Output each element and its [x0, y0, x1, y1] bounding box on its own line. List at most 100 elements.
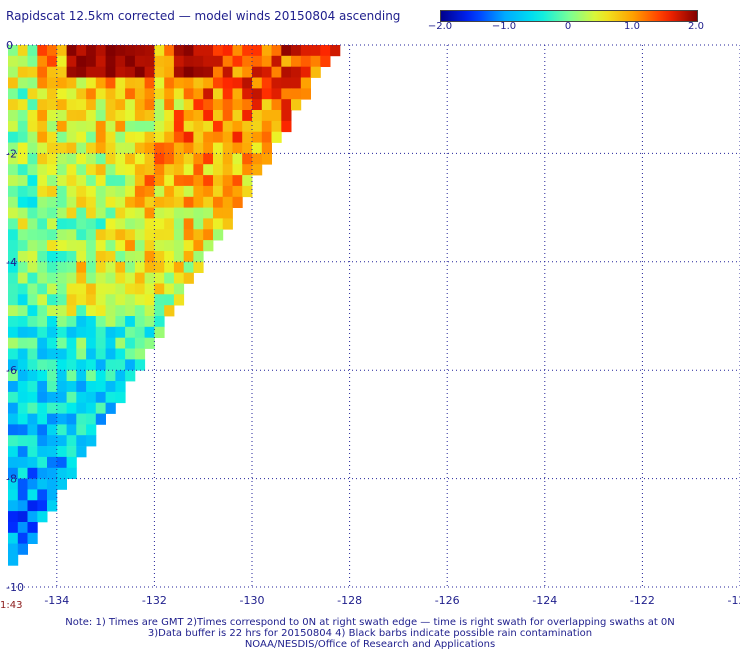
- wind-diff-cell: [144, 175, 155, 187]
- wind-diff-cell: [310, 55, 321, 67]
- wind-diff-cell: [47, 131, 58, 143]
- wind-diff-cell: [144, 142, 155, 154]
- wind-diff-cell: [17, 99, 28, 111]
- wind-diff-cell: [27, 359, 38, 371]
- wind-diff-cell: [183, 153, 194, 165]
- wind-diff-cell: [261, 77, 272, 89]
- wind-diff-cell: [8, 283, 19, 295]
- wind-diff-cell: [95, 337, 106, 349]
- wind-diff-cell: [300, 45, 311, 57]
- wind-diff-cell: [222, 131, 233, 143]
- wind-diff-cell: [56, 359, 67, 371]
- wind-diff-cell: [281, 120, 292, 133]
- wind-diff-cell: [37, 261, 48, 273]
- wind-diff-cell: [86, 337, 97, 349]
- wind-diff-cell: [66, 55, 77, 67]
- wind-diff-cell: [154, 88, 165, 100]
- wind-diff-cell: [115, 218, 126, 230]
- wind-diff-cell: [183, 218, 194, 230]
- colorbar: [440, 10, 698, 22]
- wind-diff-cell: [242, 185, 253, 198]
- wind-diff-cell: [261, 66, 272, 78]
- wind-diff-cell: [115, 153, 126, 165]
- wind-diff-cell: [203, 185, 214, 198]
- wind-diff-cell: [213, 55, 224, 67]
- wind-diff-cell: [8, 326, 19, 338]
- wind-diff-cell: [37, 381, 48, 393]
- wind-diff-cell: [17, 88, 28, 100]
- wind-diff-cell: [27, 261, 38, 273]
- wind-diff-cell: [154, 45, 165, 57]
- wind-diff-cell: [173, 175, 185, 187]
- wind-diff-cell: [86, 207, 97, 219]
- wind-diff-cell: [164, 142, 175, 154]
- wind-diff-cell: [37, 446, 48, 458]
- wind-diff-cell: [76, 240, 87, 252]
- wind-diff-cell: [154, 110, 165, 122]
- wind-diff-cell: [144, 88, 155, 100]
- wind-diff-cell: [242, 88, 253, 100]
- wind-diff-cell: [173, 185, 185, 198]
- wind-diff-cell: [17, 251, 28, 263]
- wind-diff-cell: [37, 77, 48, 89]
- wind-diff-cell: [213, 131, 224, 143]
- wind-diff-cell: [66, 283, 77, 295]
- wind-diff-cell: [95, 88, 106, 100]
- wind-diff-cell: [242, 66, 253, 78]
- wind-diff-cell: [105, 294, 116, 306]
- wind-diff-cell: [76, 77, 87, 89]
- wind-diff-cell: [8, 305, 19, 317]
- wind-diff-cell: [86, 185, 97, 198]
- wind-diff-cell: [8, 153, 19, 165]
- wind-diff-cell: [8, 511, 19, 523]
- wind-diff-cell: [213, 175, 224, 187]
- wind-diff-cell: [115, 131, 126, 143]
- wind-diff-cell: [37, 435, 48, 447]
- wind-diff-cell: [183, 131, 194, 143]
- wind-diff-cell: [37, 66, 48, 78]
- wind-diff-cell: [47, 120, 58, 133]
- wind-diff-cell: [281, 45, 292, 57]
- wind-diff-cell: [17, 196, 28, 208]
- wind-diff-cell: [105, 153, 116, 165]
- longitude-tick-label: -120: [728, 594, 740, 607]
- wind-diff-cell: [173, 196, 185, 208]
- wind-diff-cell: [134, 55, 146, 67]
- wind-diff-cell: [76, 272, 87, 284]
- wind-diff-cell: [232, 120, 243, 133]
- wind-diff-cell: [95, 348, 106, 360]
- wind-diff-cell: [8, 370, 19, 382]
- wind-diff-cell: [271, 99, 282, 111]
- wind-diff-cell: [76, 359, 87, 371]
- wind-diff-cell: [17, 348, 28, 360]
- wind-diff-cell: [76, 283, 87, 295]
- wind-diff-cell: [86, 316, 97, 328]
- wind-diff-cell: [86, 251, 97, 263]
- wind-diff-cell: [86, 261, 97, 273]
- wind-diff-cell: [37, 251, 48, 263]
- wind-diff-cell: [222, 66, 233, 78]
- wind-diff-cell: [76, 175, 87, 187]
- wind-diff-cell: [76, 45, 87, 57]
- wind-diff-cell: [144, 218, 155, 230]
- wind-diff-cell: [76, 229, 87, 241]
- wind-diff-cell: [27, 218, 38, 230]
- wind-diff-cell: [17, 55, 28, 67]
- wind-diff-cell: [105, 175, 116, 187]
- colorbar-tick-label: 0: [564, 21, 572, 32]
- wind-diff-cell: [134, 142, 146, 154]
- wind-diff-cell: [56, 413, 67, 425]
- wind-diff-cell: [95, 153, 106, 165]
- wind-diff-cell: [134, 359, 146, 371]
- wind-diff-cell: [134, 272, 146, 284]
- wind-diff-cell: [76, 370, 87, 382]
- wind-diff-cell: [37, 283, 48, 295]
- wind-diff-cell: [66, 413, 77, 425]
- wind-diff-cell: [56, 316, 67, 328]
- wind-diff-cell: [164, 153, 175, 165]
- wind-diff-cell: [66, 370, 77, 382]
- wind-diff-cell: [56, 207, 67, 219]
- wind-diff-cell: [27, 348, 38, 360]
- wind-diff-cell: [193, 131, 204, 143]
